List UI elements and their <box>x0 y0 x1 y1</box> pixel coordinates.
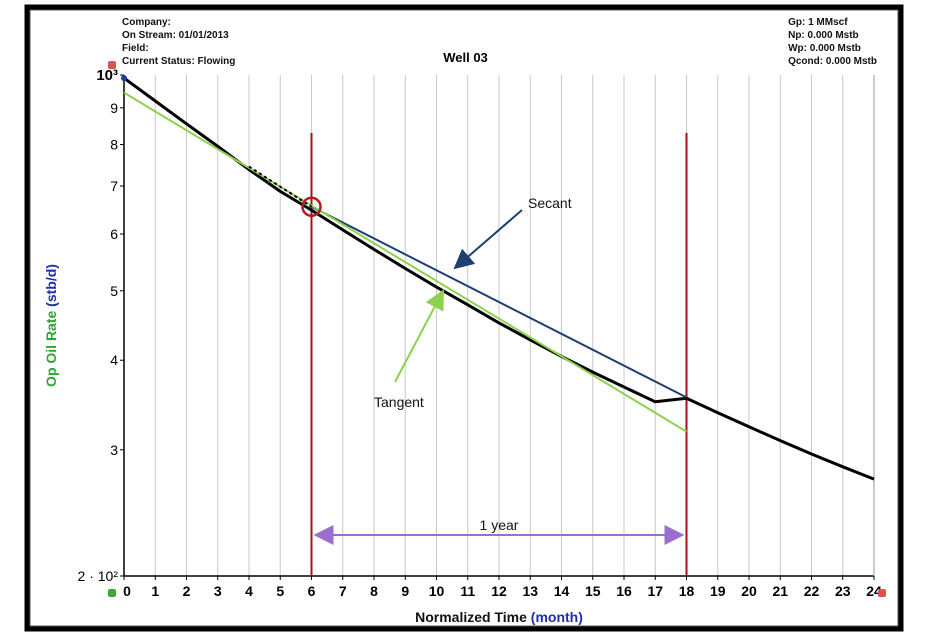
qcond-label: Qcond: 0.000 Mstb <box>788 56 877 67</box>
x-tick-label-0: 0 <box>123 583 131 599</box>
x-tick-label-6: 6 <box>308 583 316 599</box>
y-tick-label-1000: 10³ <box>96 67 118 84</box>
x-tick-label-23: 23 <box>835 583 851 599</box>
x-tick-label-10: 10 <box>429 583 445 599</box>
unlock-icon-bottom[interactable] <box>108 589 116 597</box>
x-tick-label-20: 20 <box>741 583 757 599</box>
y-tick-label-300: 3 <box>110 442 118 458</box>
secant-label: Secant <box>528 195 572 211</box>
np-label: Np: 0.000 Mstb <box>788 30 859 41</box>
y-tick-label-700: 7 <box>110 178 118 194</box>
x-tick-label-4: 4 <box>245 583 253 599</box>
selected-point-circle[interactable] <box>301 196 322 217</box>
x-tick-label-3: 3 <box>214 583 222 599</box>
lock-icon-top[interactable] <box>108 61 116 69</box>
chart-title: Well 03 <box>443 50 488 65</box>
x-tick-label-19: 19 <box>710 583 726 599</box>
secant-line[interactable] <box>311 205 687 399</box>
on-stream-label: On Stream: 01/01/2013 <box>122 30 229 41</box>
secant-arrow <box>453 209 523 270</box>
x-tick-label-1: 1 <box>151 583 159 599</box>
x-tick-label-18: 18 <box>679 583 695 599</box>
start-point[interactable] <box>121 75 127 82</box>
well-info-left: Company: On Stream: 01/01/2013 Field: Cu… <box>122 16 235 68</box>
x-tick-label-17: 17 <box>647 583 663 599</box>
x-tick-label-22: 22 <box>804 583 820 599</box>
well-info-right: Gp: 1 MMscf Np: 0.000 Mstb Wp: 0.000 Mst… <box>788 16 877 68</box>
rate-curve[interactable] <box>123 76 875 481</box>
x-tick-label-14: 14 <box>554 583 570 599</box>
gp-label: Gp: 1 MMscf <box>788 17 848 28</box>
tangent-arrow <box>394 289 444 383</box>
company-label: Company: <box>122 17 171 28</box>
y-axis-label: Op Oil Rate (stb/d) <box>43 264 59 387</box>
status-label: Current Status: Flowing <box>122 56 236 67</box>
one-year-label: 1 year <box>480 517 519 533</box>
x-axis-label: Normalized Time (month) <box>415 609 583 625</box>
x-tick-label-12: 12 <box>491 583 507 599</box>
y-tick-label-200: 2 · 10² <box>78 568 119 584</box>
field-label: Field: <box>122 43 149 54</box>
x-tick-label-13: 13 <box>522 583 538 599</box>
x-tick-label-7: 7 <box>339 583 347 599</box>
dashed-segment[interactable] <box>248 165 313 208</box>
x-tick-label-21: 21 <box>772 583 788 599</box>
wp-label: Wp: 0.000 Mstb <box>788 43 861 54</box>
tangent-line[interactable] <box>123 91 688 433</box>
y-tick-label-800: 8 <box>110 136 118 152</box>
y-tick-label-500: 5 <box>110 283 118 299</box>
x-tick-label-16: 16 <box>616 583 632 599</box>
x-tick-label-5: 5 <box>276 583 284 599</box>
tangent-label: Tangent <box>374 394 424 410</box>
x-tick-label-2: 2 <box>183 583 191 599</box>
y-tick-label-900: 9 <box>110 100 118 116</box>
y-tick-label-600: 6 <box>110 226 118 242</box>
y-tick-label-400: 4 <box>110 352 118 368</box>
x-tick-label-11: 11 <box>460 583 475 599</box>
lock-icon-right[interactable] <box>878 589 886 597</box>
x-tick-label-8: 8 <box>370 583 378 599</box>
x-tick-label-15: 15 <box>585 583 601 599</box>
x-tick-label-9: 9 <box>401 583 409 599</box>
